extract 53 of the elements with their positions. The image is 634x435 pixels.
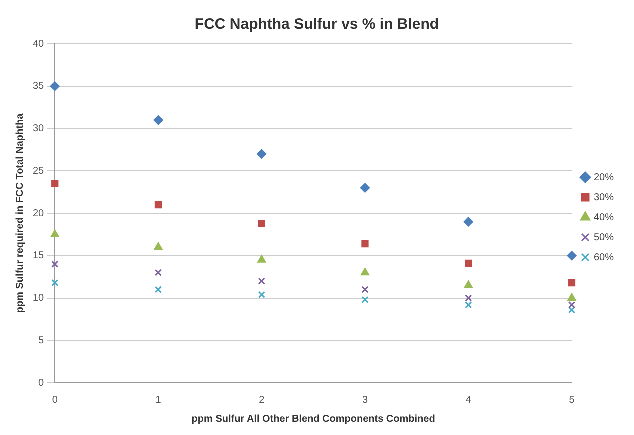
legend-label: 40% (594, 212, 614, 224)
point (52, 260, 59, 268)
point (464, 280, 473, 288)
point (568, 306, 576, 314)
y-tick-label: 25 (33, 166, 45, 177)
point (362, 286, 369, 294)
x-tick-label: 3 (362, 394, 368, 406)
y-tick-label: 5 (38, 335, 45, 346)
x-axis-title: ppm Sulfur All Other Blend Components Combined (192, 414, 436, 425)
x-tick-label: 1 (156, 394, 162, 406)
point (568, 279, 576, 287)
x-tick-label: 2 (259, 394, 266, 406)
y-tick-label: 20 (33, 208, 45, 220)
point (567, 251, 577, 261)
point (154, 242, 163, 250)
y-tick-label: 35 (33, 81, 45, 92)
point (154, 286, 162, 294)
point (258, 255, 266, 263)
point (360, 183, 370, 193)
point (50, 230, 60, 238)
point (568, 301, 576, 309)
y-tick-label: 40 (33, 38, 45, 50)
point (568, 294, 576, 301)
y-tick-label: 15 (33, 250, 45, 262)
x-tick-label: 4 (466, 394, 472, 406)
point (465, 294, 472, 302)
legend-label: 20% (594, 172, 614, 184)
point (52, 279, 59, 287)
point (361, 268, 370, 276)
point (362, 296, 369, 304)
y-axis-title: ppm Sulfur required in FCC Total Naphtha (14, 113, 26, 314)
point (464, 217, 474, 227)
x-tick-label: 0 (52, 394, 58, 406)
legend-label: 30% (594, 192, 614, 204)
point (154, 116, 164, 126)
point (258, 220, 266, 228)
point (52, 180, 59, 188)
point (258, 278, 266, 285)
chart-title: FCC Naphtha Sulfur vs % in Blend (194, 16, 440, 34)
point (50, 82, 60, 92)
y-tick-label: 30 (33, 124, 45, 134)
y-tick-label: 10 (33, 293, 45, 304)
x-tick-label: 5 (569, 394, 576, 406)
point (362, 240, 369, 248)
legend-label: 60% (594, 252, 614, 264)
point (154, 269, 162, 276)
point (465, 301, 472, 309)
legend-label: 50% (594, 232, 614, 244)
point (257, 149, 267, 159)
point (258, 291, 266, 298)
point (154, 201, 162, 209)
point (465, 260, 472, 268)
y-tick-label: 0 (38, 378, 45, 389)
